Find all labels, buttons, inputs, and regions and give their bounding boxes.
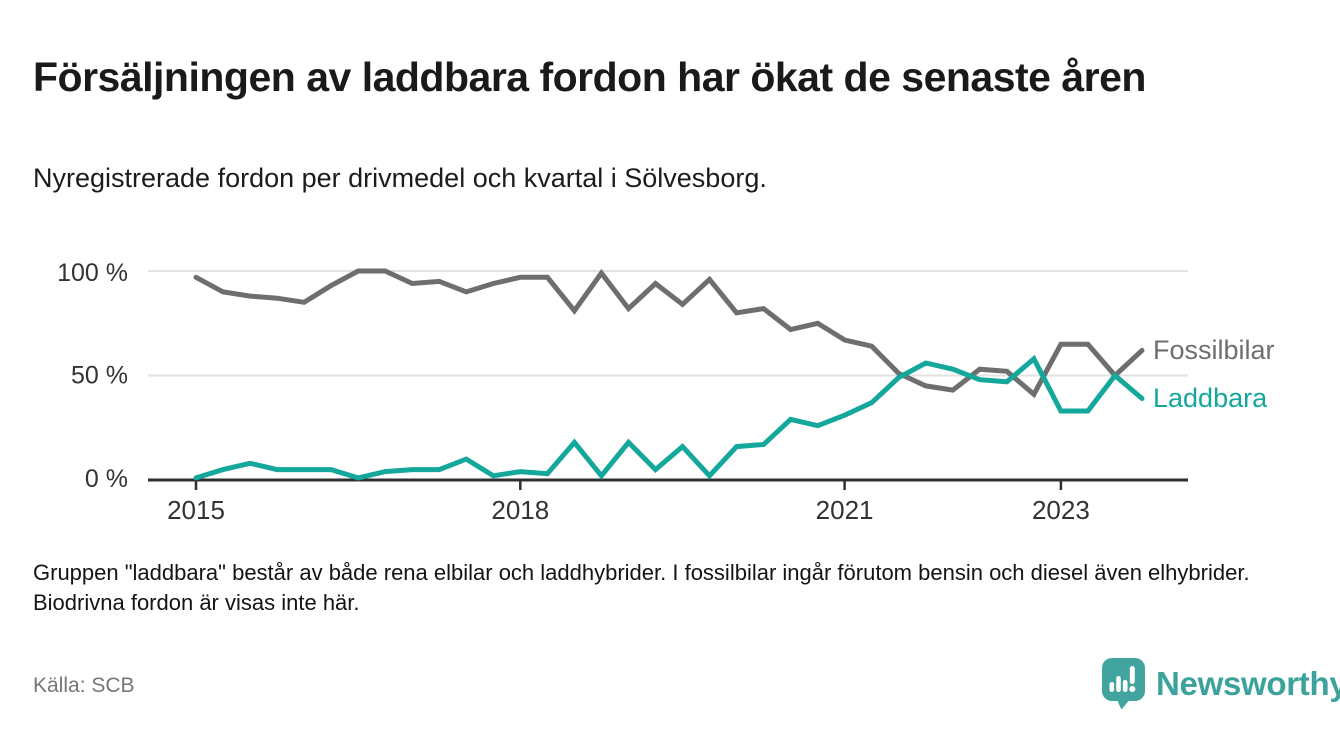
- y-tick-label-0: 0 %: [85, 465, 128, 493]
- chart-subtitle: Nyregistrerade fordon per drivmedel och …: [33, 163, 767, 193]
- series-label-fossilbilar: Fossilbilar: [1153, 335, 1275, 365]
- bar-3: [1122, 680, 1128, 692]
- x-tick-label-2023: 2023: [1032, 495, 1090, 525]
- bar-1: [1109, 682, 1115, 692]
- source-credit: Källa: SCB: [33, 674, 135, 697]
- chart-line-laddbara: [193, 354, 1145, 481]
- series-lines: [193, 268, 1145, 481]
- bar-chart-glyph: [1109, 666, 1136, 692]
- line-chart: 100 % 50 % 0 % 2015 2018 2021 2023 Fossi…: [57, 259, 1275, 525]
- x-tick-label-2018: 2018: [491, 495, 549, 525]
- x-axis-ticks: [194, 481, 1063, 490]
- bar-chart-bubble-icon: [1102, 658, 1145, 710]
- newsworthy-logo: Newsworthy: [1101, 657, 1340, 710]
- chart-footnote: Gruppen "laddbara" består av både rena e…: [33, 560, 1250, 616]
- y-tick-label-100: 100 %: [57, 259, 128, 287]
- series-label-laddbara: Laddbara: [1153, 383, 1268, 413]
- page-title: Försäljningen av laddbara fordon har öka…: [33, 54, 1146, 101]
- chart-line-fossilbilar: [193, 268, 1145, 399]
- x-tick-label-2021: 2021: [816, 495, 874, 525]
- exclamation-bar: [1129, 666, 1135, 684]
- brand-name: Newsworthy: [1156, 664, 1340, 702]
- x-tick-label-2015: 2015: [167, 495, 225, 525]
- bar-2: [1116, 676, 1121, 692]
- exclamation-dot: [1129, 686, 1136, 692]
- y-tick-label-50: 50 %: [71, 362, 128, 390]
